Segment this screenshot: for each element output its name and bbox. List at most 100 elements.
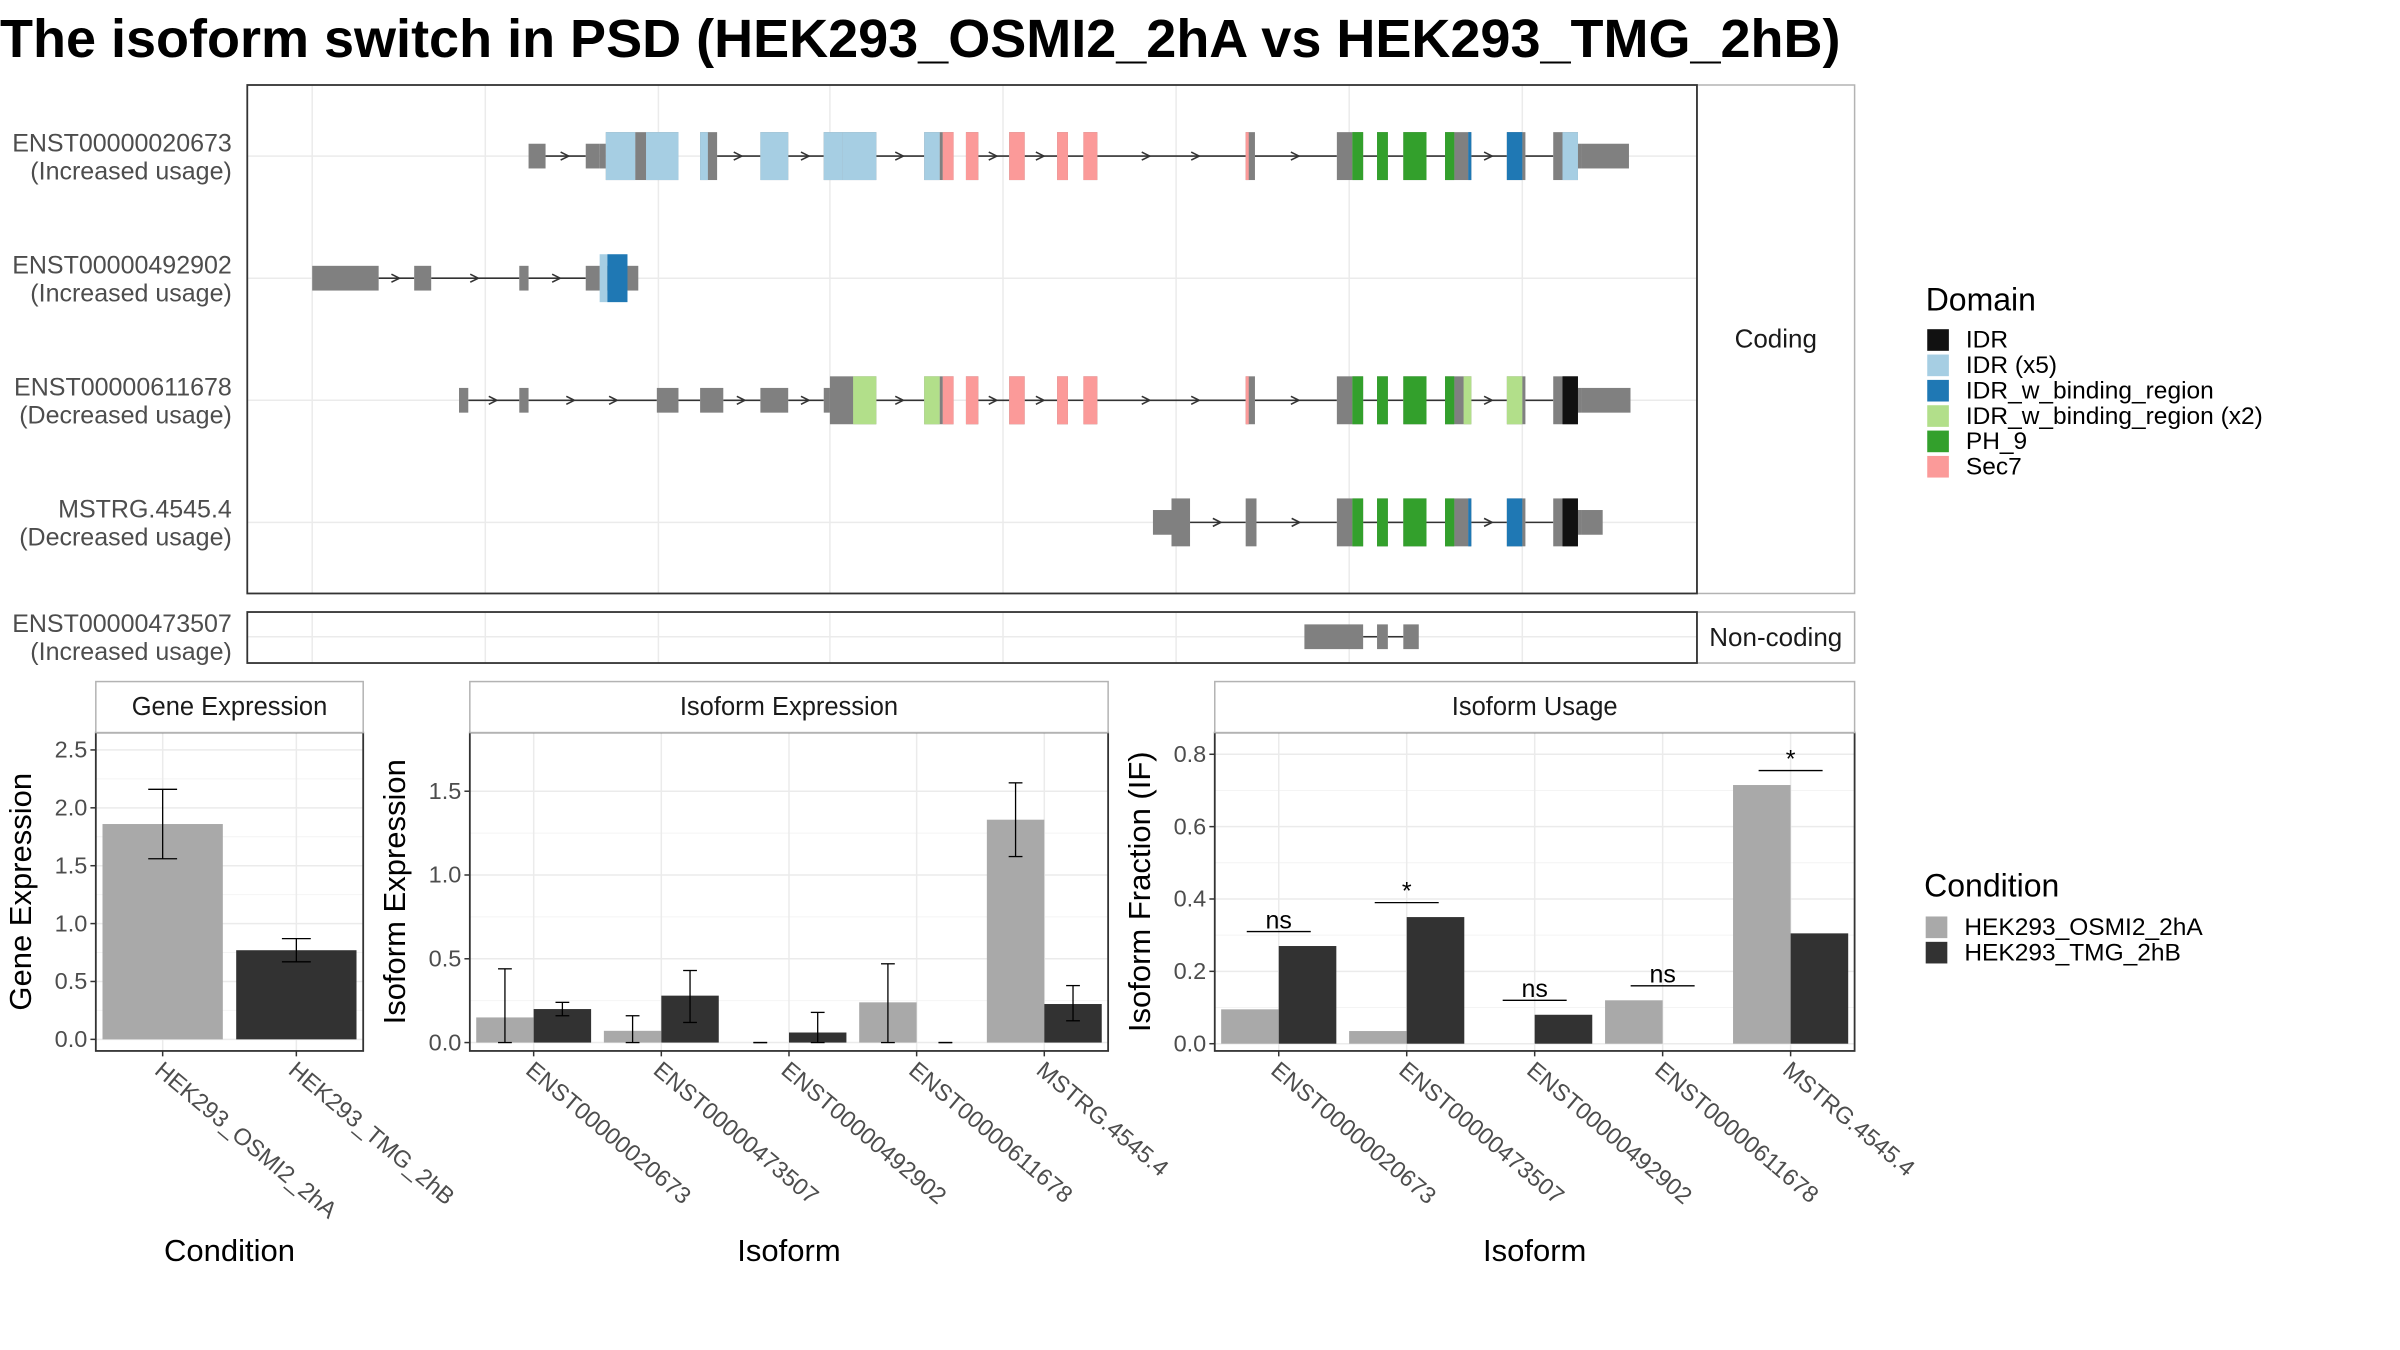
domain-block: [1377, 376, 1388, 425]
coding-exon: [707, 132, 718, 181]
coding-exon: [1245, 376, 1255, 425]
intron-arrow: [1035, 395, 1046, 405]
legend-label: HEK293_TMG_2hB: [1964, 939, 2181, 966]
utr-exon: [1581, 510, 1603, 535]
domain-block: [700, 132, 708, 181]
legend-label: IDR_w_binding_region: [1966, 377, 2214, 404]
significance-label: ns: [1266, 906, 1292, 934]
intron-arrow: [1141, 151, 1152, 161]
intron-arrow: [988, 395, 999, 405]
coding-panel-border: [246, 84, 1698, 595]
y-tick-label: 0.0: [1174, 1030, 1207, 1056]
domain-block: [1562, 132, 1578, 181]
domain-block: [942, 376, 954, 425]
legend-label: PH_9: [1966, 428, 2027, 455]
coding-exon: [1522, 132, 1526, 181]
domain-block: [1506, 132, 1523, 181]
intron-arrow: [1141, 395, 1152, 405]
utr-exon: [585, 265, 600, 291]
intron-arrow: [733, 151, 744, 161]
isoform-row-ENST00000473507: [1304, 624, 1419, 650]
domain-block: [1352, 132, 1364, 181]
legend-label: IDR: [1966, 327, 2008, 354]
coding-exon: [1553, 498, 1563, 547]
panel-title: Gene Expression: [132, 693, 328, 721]
noncoding-strip-label: Non-coding: [1709, 622, 1842, 652]
domain-block: [1463, 376, 1472, 425]
intron-arrow: [1190, 151, 1202, 161]
domain-block: [1083, 132, 1098, 181]
coding-exon: [1522, 498, 1526, 547]
y-axis-title: Gene Expression: [3, 773, 38, 1011]
y-tick-label: 1.5: [55, 852, 88, 878]
isoform-name-label: ENST00000020673: [12, 129, 232, 157]
utr-exon: [1577, 387, 1582, 413]
utr-exon: [528, 143, 546, 169]
domain-block: [1009, 376, 1025, 425]
domain-block: [599, 254, 608, 303]
coding-strip-label: Coding: [1735, 324, 1817, 354]
panel-strip: [1214, 680, 1856, 734]
y-tick-label: 0.4: [1174, 886, 1207, 912]
bar: [1221, 1009, 1279, 1044]
intron-arrow: [1035, 151, 1046, 161]
utr-exon: [599, 143, 606, 169]
y-tick-label: 2.5: [55, 737, 88, 763]
coding-exon: [1245, 498, 1257, 547]
domain-block: [1468, 132, 1472, 181]
x-tick-label: MSTRG.4545.4: [1778, 1056, 1920, 1181]
domain-block: [1057, 376, 1068, 425]
bar: [1605, 1000, 1663, 1044]
coding-exon: [1171, 498, 1191, 547]
utr-exon: [414, 265, 432, 291]
isoform-usage-label: (Decreased usage): [19, 524, 232, 552]
utr-exon: [1377, 624, 1388, 650]
domain-block: [646, 132, 679, 181]
coding-exon: [635, 132, 647, 181]
domain-block: [1506, 498, 1523, 547]
intron-arrow: [1291, 517, 1302, 528]
domain-block: [1445, 132, 1455, 181]
panel-title: Isoform Usage: [1452, 693, 1618, 721]
domain-block: [1445, 498, 1455, 547]
coding-exon: [1454, 498, 1469, 547]
domain-block: [1083, 376, 1098, 425]
y-tick-label: 0.0: [429, 1029, 462, 1055]
domain-block: [1403, 132, 1427, 181]
x-axis-title: Condition: [164, 1233, 295, 1268]
isoform-name-label: ENST00000611678: [14, 374, 232, 402]
isoform-row-ENST00000611678: [459, 376, 1631, 425]
intron-arrow: [1483, 151, 1494, 161]
intron-arrow: [1190, 395, 1202, 405]
intron-arrow: [565, 395, 577, 405]
intron-arrow: [736, 395, 747, 405]
bar: [1349, 1031, 1407, 1044]
utr-exon: [1304, 624, 1364, 650]
utr-exon: [312, 265, 379, 291]
domain-block: [1352, 498, 1364, 547]
coding-exon: [939, 376, 943, 425]
utr-exon: [1152, 510, 1172, 535]
domain-block: [1403, 376, 1427, 425]
domain-block: [605, 132, 636, 181]
bar: [1406, 917, 1465, 1044]
utr-exon: [519, 387, 529, 413]
coding-exon: [1336, 498, 1353, 547]
isoform-row-ENST00000020673: [528, 132, 1629, 181]
intron-arrow: [894, 395, 906, 405]
utr-exon: [1581, 387, 1631, 413]
bar: [236, 950, 357, 1040]
utr-exon: [459, 387, 469, 413]
domain-block: [965, 132, 979, 181]
domain-block: [1403, 498, 1427, 547]
y-tick-label: 1.0: [55, 910, 88, 936]
domain-block: [1057, 132, 1068, 181]
utr-exon: [656, 387, 679, 413]
panel-strip: [469, 680, 1109, 734]
domain-block: [1506, 376, 1523, 425]
intron-arrow: [1212, 517, 1223, 528]
coding-exon: [1553, 376, 1563, 425]
